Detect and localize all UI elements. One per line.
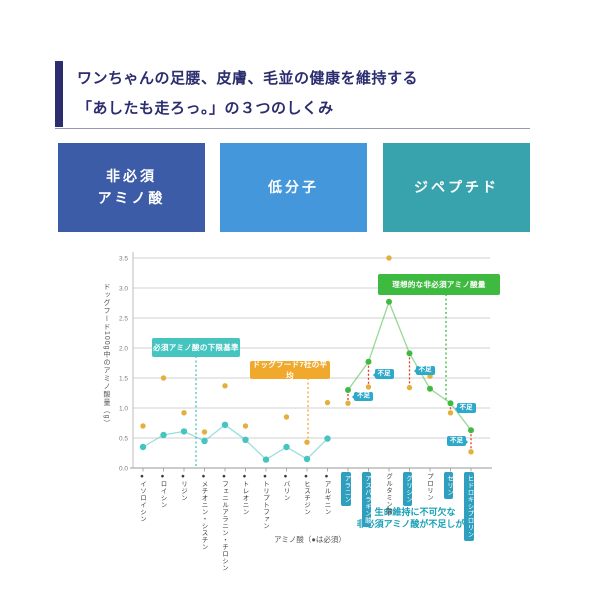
- data-point: [447, 410, 454, 416]
- data-point: [139, 443, 147, 451]
- data-point: [345, 400, 351, 406]
- y-tick-label: 3.5: [119, 255, 128, 262]
- data-point: [324, 399, 331, 406]
- data-point: [201, 429, 208, 435]
- data-point: [365, 384, 372, 390]
- data-point: [304, 439, 310, 445]
- feature-box-dipeptide: ジペプチド: [383, 143, 530, 232]
- data-point: [160, 431, 167, 439]
- y-tick-label: 1.0: [119, 405, 128, 412]
- y-tick-label: 2.5: [119, 315, 128, 322]
- feature-box-label: 非必須 アミノ酸: [97, 167, 166, 206]
- data-point: [283, 443, 290, 451]
- page-title-line2: 「あしたも走ろっ。」の３つのしくみ: [77, 100, 334, 117]
- data-point: [345, 387, 351, 393]
- data-point: [180, 428, 188, 435]
- feature-box-nonessential-amino-acid: 非必須 アミノ酸: [58, 143, 205, 232]
- data-point: [447, 400, 454, 407]
- data-point: [283, 414, 290, 420]
- data-point: [427, 385, 433, 392]
- title-divider: [55, 128, 530, 129]
- data-point: [242, 423, 249, 429]
- data-point: [406, 384, 413, 391]
- y-tick-label: 0.5: [119, 435, 128, 442]
- data-point: [303, 455, 311, 463]
- data-point: [160, 375, 167, 381]
- y-tick-label: 1.5: [119, 375, 128, 382]
- page-title-line1: ワンちゃんの足腰、皮膚、毛並の健康を維持する: [77, 70, 419, 87]
- data-point: [406, 350, 413, 357]
- data-point: [201, 437, 208, 445]
- series-line: [142, 423, 328, 461]
- data-point: [221, 421, 229, 428]
- data-point: [365, 358, 372, 365]
- feature-box-label: ジペプチド: [414, 178, 499, 195]
- data-point: [140, 423, 146, 429]
- data-point: [468, 449, 474, 455]
- feature-box-label: 低分子: [268, 178, 319, 195]
- data-point: [181, 410, 187, 416]
- y-tick-label: 2.0: [119, 345, 128, 352]
- feature-box-low-molecular: 低分子: [220, 143, 367, 232]
- data-point: [262, 456, 270, 463]
- data-point: [386, 298, 392, 305]
- data-point: [427, 373, 433, 379]
- y-tick-label: 3.0: [119, 285, 128, 292]
- data-point: [242, 436, 249, 443]
- data-point: [468, 427, 474, 434]
- title-accent-bar: [55, 61, 63, 127]
- data-point: [386, 255, 392, 261]
- y-tick-label: 0.0: [119, 465, 128, 472]
- data-point: [222, 383, 228, 389]
- data-point: [324, 435, 331, 442]
